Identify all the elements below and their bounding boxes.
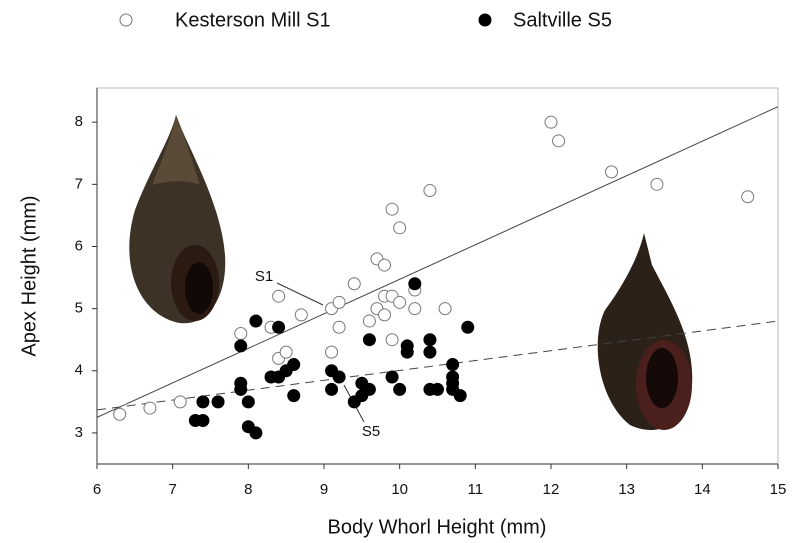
point bbox=[409, 278, 421, 290]
point bbox=[363, 334, 375, 346]
point bbox=[363, 383, 375, 395]
point bbox=[295, 309, 307, 321]
y-tick-label: 5 bbox=[75, 300, 83, 317]
y-tick-label: 7 bbox=[75, 175, 83, 192]
y-tick-label: 8 bbox=[75, 113, 83, 130]
point bbox=[235, 340, 247, 352]
point bbox=[114, 408, 126, 420]
x-axis-title: Body Whorl Height (mm) bbox=[328, 516, 547, 538]
point bbox=[424, 346, 436, 358]
point bbox=[363, 315, 375, 327]
point bbox=[447, 371, 459, 383]
snail-left bbox=[129, 115, 225, 323]
legend-label: Saltville S5 bbox=[513, 9, 612, 31]
point bbox=[394, 296, 406, 308]
point bbox=[174, 396, 186, 408]
point bbox=[242, 396, 254, 408]
point bbox=[424, 185, 436, 197]
point bbox=[250, 315, 262, 327]
point bbox=[333, 321, 345, 333]
point bbox=[409, 303, 421, 315]
point bbox=[333, 296, 345, 308]
annotation: S1 bbox=[255, 268, 273, 285]
point bbox=[197, 414, 209, 426]
point bbox=[333, 371, 345, 383]
point bbox=[197, 396, 209, 408]
point bbox=[553, 135, 565, 147]
x-tick-label: 11 bbox=[468, 481, 484, 498]
x-tick-label: 8 bbox=[244, 481, 252, 498]
point bbox=[454, 390, 466, 402]
x-tick-label: 13 bbox=[618, 481, 635, 498]
point bbox=[288, 390, 300, 402]
chart: Body Whorl Height (mm) Apex Height (mm) … bbox=[0, 0, 804, 543]
point bbox=[348, 278, 360, 290]
point bbox=[394, 222, 406, 234]
point bbox=[742, 191, 754, 203]
point bbox=[462, 321, 474, 333]
snail-right bbox=[598, 233, 693, 430]
y-tick-label: 3 bbox=[75, 424, 83, 441]
page: {"chart_data": {"type": "scatter", "x_la… bbox=[0, 0, 804, 543]
point bbox=[288, 359, 300, 371]
x-tick-label: 9 bbox=[320, 481, 328, 498]
point bbox=[379, 309, 391, 321]
y-tick-label: 6 bbox=[75, 237, 83, 254]
point bbox=[326, 346, 338, 358]
point bbox=[439, 303, 451, 315]
point bbox=[386, 203, 398, 215]
point bbox=[280, 346, 292, 358]
point bbox=[273, 290, 285, 302]
point bbox=[424, 334, 436, 346]
point bbox=[235, 327, 247, 339]
legend-marker bbox=[479, 14, 491, 26]
point bbox=[394, 383, 406, 395]
point bbox=[651, 178, 663, 190]
point bbox=[386, 334, 398, 346]
x-tick-label: 10 bbox=[391, 481, 408, 498]
point bbox=[144, 402, 156, 414]
legend-label: Kesterson Mill S1 bbox=[175, 9, 331, 31]
point bbox=[432, 383, 444, 395]
point bbox=[545, 116, 557, 128]
point bbox=[379, 259, 391, 271]
point bbox=[235, 383, 247, 395]
x-tick-label: 6 bbox=[93, 481, 101, 498]
y-tick-label: 4 bbox=[75, 362, 83, 379]
point bbox=[606, 166, 618, 178]
annotation: S5 bbox=[362, 423, 380, 440]
x-tick-label: 15 bbox=[770, 481, 787, 498]
x-tick-label: 7 bbox=[168, 481, 176, 498]
point bbox=[447, 359, 459, 371]
legend-marker bbox=[120, 14, 132, 26]
point bbox=[401, 346, 413, 358]
x-tick-label: 12 bbox=[543, 481, 560, 498]
point bbox=[386, 371, 398, 383]
point bbox=[273, 321, 285, 333]
y-axis-title: Apex Height (mm) bbox=[18, 195, 40, 356]
x-tick-label: 14 bbox=[694, 481, 711, 498]
point bbox=[212, 396, 224, 408]
point bbox=[326, 383, 338, 395]
point bbox=[250, 427, 262, 439]
